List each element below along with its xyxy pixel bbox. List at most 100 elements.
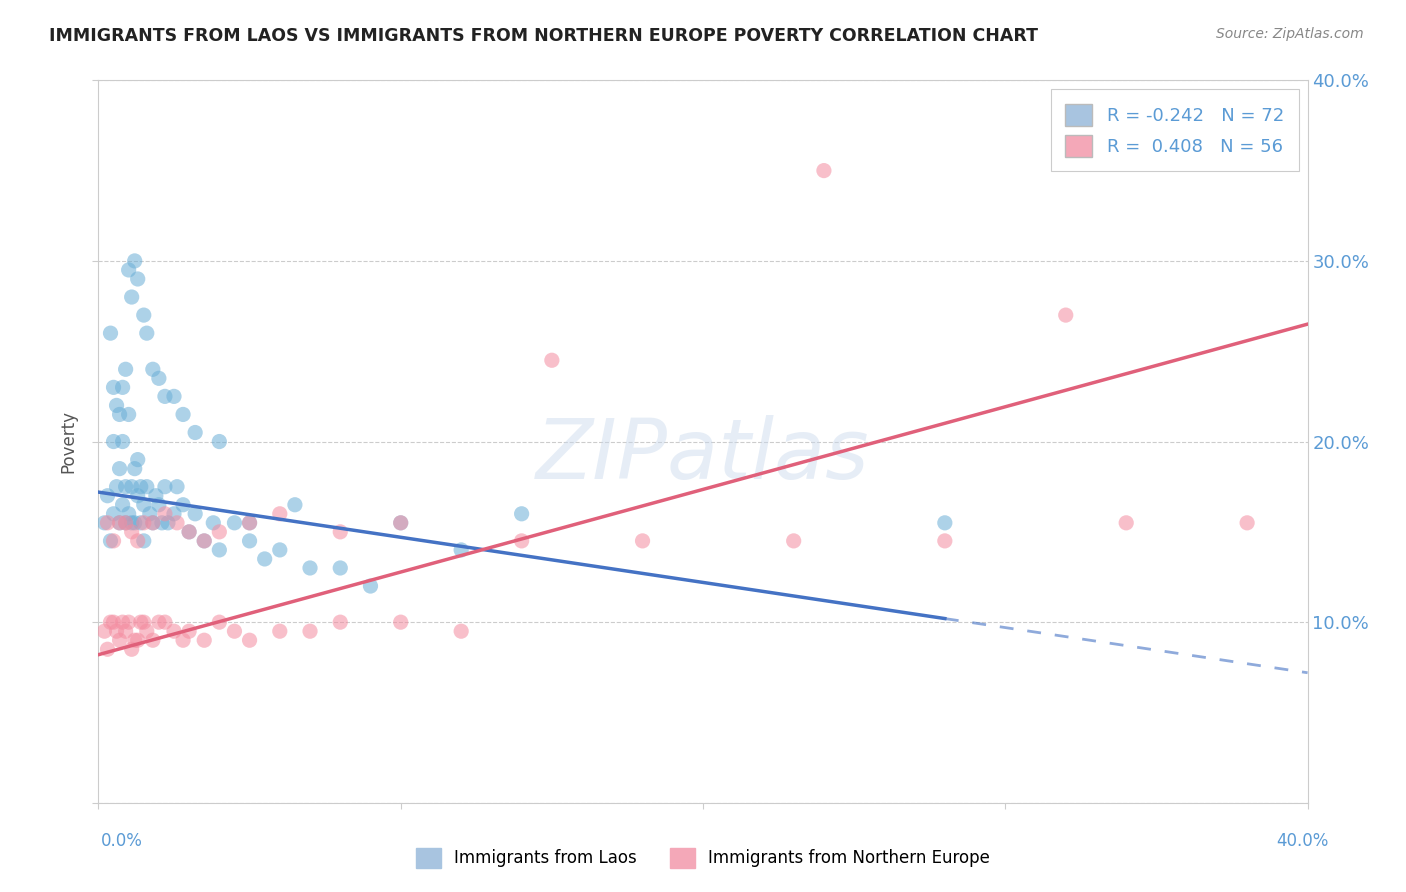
Point bbox=[813, 163, 835, 178]
Point bbox=[135, 480, 157, 494]
Point bbox=[142, 633, 165, 648]
Point bbox=[135, 624, 157, 639]
Point bbox=[148, 615, 170, 630]
Point bbox=[127, 272, 149, 286]
Point bbox=[510, 533, 533, 548]
Point bbox=[148, 498, 170, 512]
Point bbox=[150, 516, 173, 530]
Point bbox=[142, 516, 165, 530]
Point bbox=[124, 254, 146, 268]
Point bbox=[450, 542, 472, 557]
Point bbox=[1115, 516, 1137, 530]
Point bbox=[166, 480, 188, 494]
Point bbox=[103, 380, 125, 394]
Point bbox=[124, 461, 146, 475]
Point bbox=[142, 362, 165, 376]
Point bbox=[111, 380, 134, 394]
Point bbox=[132, 615, 155, 630]
Point bbox=[96, 489, 118, 503]
Point bbox=[118, 263, 141, 277]
Point bbox=[103, 533, 125, 548]
Point bbox=[299, 624, 322, 639]
Point bbox=[239, 516, 262, 530]
Point bbox=[135, 326, 157, 340]
Point bbox=[132, 308, 155, 322]
Point bbox=[540, 353, 562, 368]
Point bbox=[208, 524, 231, 539]
Point bbox=[934, 533, 956, 548]
Point bbox=[193, 633, 215, 648]
Point bbox=[172, 498, 194, 512]
Point bbox=[239, 533, 262, 548]
Point bbox=[114, 624, 136, 639]
Point bbox=[172, 633, 194, 648]
Point bbox=[132, 498, 155, 512]
Point bbox=[108, 461, 131, 475]
Point bbox=[179, 624, 201, 639]
Point bbox=[114, 516, 136, 530]
Point bbox=[269, 624, 291, 639]
Point bbox=[111, 434, 134, 449]
Point bbox=[129, 516, 152, 530]
Point bbox=[389, 516, 412, 530]
Point bbox=[208, 542, 231, 557]
Point bbox=[631, 533, 654, 548]
Legend: R = -0.242   N = 72, R =  0.408   N = 56: R = -0.242 N = 72, R = 0.408 N = 56 bbox=[1050, 89, 1299, 171]
Point bbox=[111, 498, 134, 512]
Point bbox=[148, 371, 170, 385]
Point bbox=[145, 489, 167, 503]
Point bbox=[184, 425, 207, 440]
Point bbox=[193, 533, 215, 548]
Point bbox=[193, 533, 215, 548]
Point bbox=[114, 480, 136, 494]
Point bbox=[108, 633, 131, 648]
Point bbox=[93, 624, 115, 639]
Point bbox=[114, 362, 136, 376]
Point bbox=[121, 290, 143, 304]
Point bbox=[93, 516, 115, 530]
Point bbox=[299, 561, 322, 575]
Point bbox=[103, 615, 125, 630]
Point bbox=[208, 615, 231, 630]
Point bbox=[132, 516, 155, 530]
Point bbox=[127, 533, 149, 548]
Point bbox=[389, 615, 412, 630]
Point bbox=[510, 507, 533, 521]
Point bbox=[1236, 516, 1258, 530]
Point bbox=[208, 434, 231, 449]
Point bbox=[108, 516, 131, 530]
Point bbox=[450, 624, 472, 639]
Point bbox=[153, 480, 176, 494]
Text: ZIPatlas: ZIPatlas bbox=[536, 416, 870, 497]
Point bbox=[127, 489, 149, 503]
Point bbox=[96, 516, 118, 530]
Point bbox=[153, 507, 176, 521]
Legend: Immigrants from Laos, Immigrants from Northern Europe: Immigrants from Laos, Immigrants from No… bbox=[409, 841, 997, 875]
Point bbox=[100, 615, 122, 630]
Point bbox=[179, 524, 201, 539]
Y-axis label: Poverty: Poverty bbox=[59, 410, 77, 473]
Text: Source: ZipAtlas.com: Source: ZipAtlas.com bbox=[1216, 27, 1364, 41]
Point bbox=[163, 389, 186, 403]
Point bbox=[224, 516, 246, 530]
Point bbox=[111, 615, 134, 630]
Point bbox=[329, 524, 352, 539]
Point bbox=[269, 542, 291, 557]
Point bbox=[329, 561, 352, 575]
Point bbox=[108, 516, 131, 530]
Point bbox=[124, 516, 146, 530]
Point bbox=[360, 579, 382, 593]
Point bbox=[108, 408, 131, 422]
Point bbox=[179, 524, 201, 539]
Point bbox=[103, 434, 125, 449]
Point bbox=[239, 516, 262, 530]
Point bbox=[153, 615, 176, 630]
Point bbox=[202, 516, 225, 530]
Point bbox=[105, 398, 128, 412]
Point bbox=[121, 516, 143, 530]
Point bbox=[129, 480, 152, 494]
Point bbox=[118, 507, 141, 521]
Point bbox=[172, 408, 194, 422]
Point bbox=[239, 633, 262, 648]
Point bbox=[124, 633, 146, 648]
